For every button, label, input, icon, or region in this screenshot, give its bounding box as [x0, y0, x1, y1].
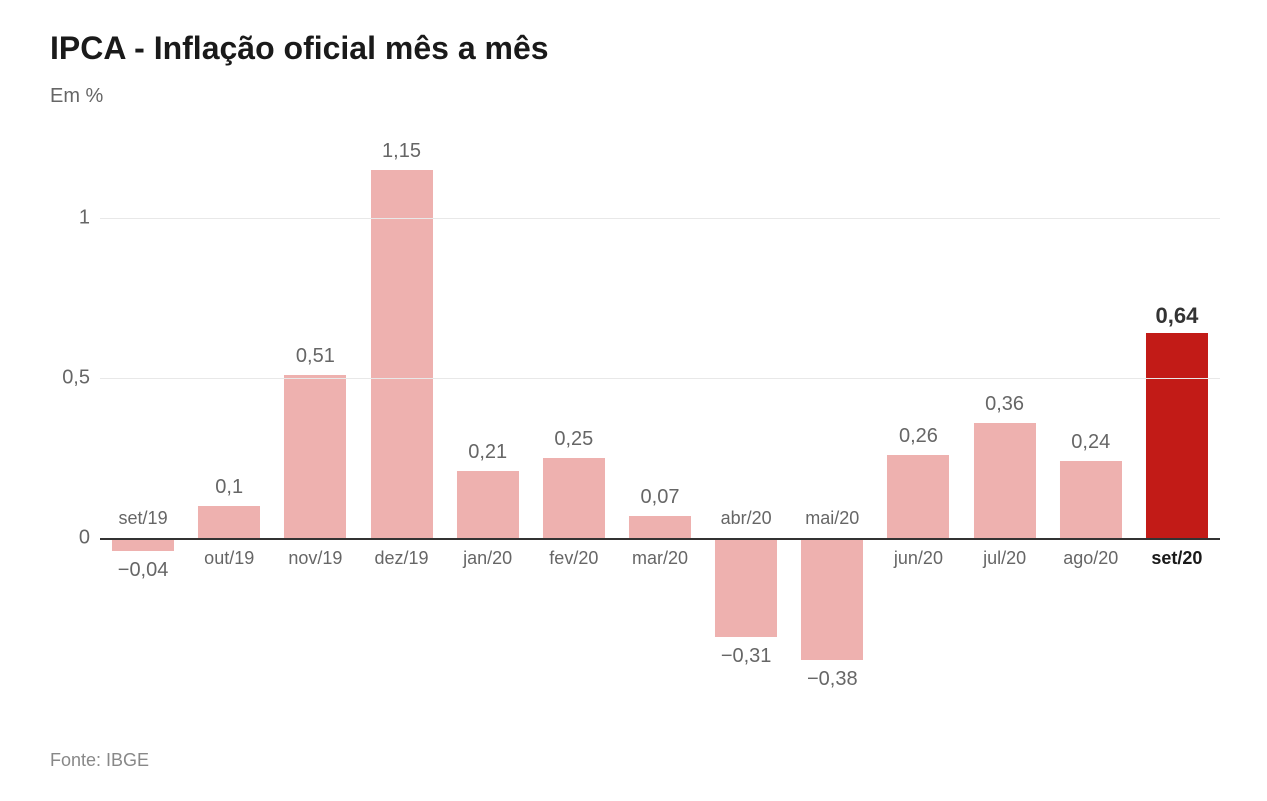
bar	[457, 471, 519, 538]
bar-category-label: set/19	[119, 508, 168, 529]
bar-category-label: ago/20	[1063, 548, 1118, 569]
bar-slot: 0,51 nov/19	[272, 138, 358, 698]
bar-value-label: 0,07	[641, 486, 680, 509]
bar-slot: 0,25 fev/20	[531, 138, 617, 698]
bar	[974, 423, 1036, 538]
chart-plot: −0,04 set/19 0,1 out/19 0,51 nov/19 1,15 dez/19…	[100, 138, 1220, 698]
bar-value-label: 0,26	[899, 425, 938, 448]
bar	[198, 506, 260, 538]
bar-slot: −0,04 set/19	[100, 138, 186, 698]
bar-value-label: −0,31	[721, 645, 772, 668]
bar	[887, 455, 949, 538]
gridline	[100, 378, 1220, 379]
bar-category-label: jul/20	[983, 548, 1026, 569]
bar	[629, 516, 691, 538]
bar-slot: 0,26 jun/20	[875, 138, 961, 698]
y-tick-label: 1	[79, 207, 90, 230]
chart-title: IPCA - Inflação oficial mês a mês	[50, 30, 1217, 67]
bar-value-label: 1,15	[382, 140, 421, 163]
bar-slot: 0,64 set/20	[1134, 138, 1220, 698]
bar-category-label: out/19	[204, 548, 254, 569]
bar-category-label: mai/20	[805, 508, 859, 529]
bar-slot: −0,31 abr/20	[703, 138, 789, 698]
y-axis: 00,51	[60, 138, 100, 698]
bar-value-label: 0,51	[296, 345, 335, 368]
bar-value-label: 0,36	[985, 393, 1024, 416]
bar-category-label: mar/20	[632, 548, 688, 569]
bar-value-label: −0,04	[118, 559, 169, 582]
bar	[543, 458, 605, 538]
bar-slot: 0,24 ago/20	[1048, 138, 1134, 698]
bar-category-label: dez/19	[374, 548, 428, 569]
bar-category-label: fev/20	[549, 548, 598, 569]
bar-category-label: abr/20	[721, 508, 772, 529]
bar-value-label: 0,25	[554, 428, 593, 451]
bar	[1146, 333, 1208, 538]
bar-value-label: −0,38	[807, 668, 858, 691]
bar	[801, 538, 863, 660]
bar	[715, 538, 777, 637]
bar	[371, 170, 433, 538]
bar	[1060, 461, 1122, 538]
bar-category-label: nov/19	[288, 548, 342, 569]
bar	[284, 375, 346, 538]
bar-category-label: jun/20	[894, 548, 943, 569]
bar-slot: 0,07 mar/20	[617, 138, 703, 698]
bar-slot: 0,21 jan/20	[445, 138, 531, 698]
bar-slot: 1,15 dez/19	[358, 138, 444, 698]
bar-value-label: 0,1	[215, 476, 243, 499]
y-tick-label: 0	[79, 527, 90, 550]
bar-category-label: set/20	[1151, 548, 1202, 569]
chart-source: Fonte: IBGE	[50, 750, 149, 771]
chart-subtitle: Em %	[50, 85, 1217, 108]
bar-slot: 0,1 out/19	[186, 138, 272, 698]
bar-category-label: jan/20	[463, 548, 512, 569]
y-tick-label: 0,5	[62, 367, 90, 390]
bar-slot: −0,38 mai/20	[789, 138, 875, 698]
gridline	[100, 218, 1220, 219]
bar-value-label: 0,64	[1155, 303, 1198, 329]
bar-slot: 0,36 jul/20	[962, 138, 1048, 698]
zero-line	[100, 538, 1220, 540]
bar-value-label: 0,21	[468, 441, 507, 464]
chart-area: 00,51 −0,04set/190,1out/190,51nov/191,15…	[60, 138, 1220, 698]
bar-value-label: 0,24	[1071, 431, 1110, 454]
